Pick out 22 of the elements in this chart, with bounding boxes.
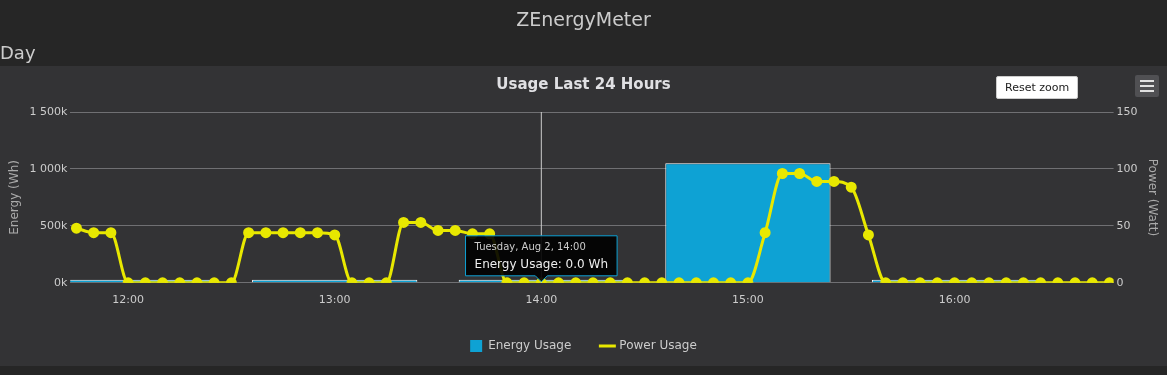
text: ZEnergyMeter	[515, 8, 652, 30]
x-tick-label: 12:00	[112, 293, 144, 307]
legend-label: Energy Usage	[488, 338, 572, 353]
x-tick-label: 14:00	[525, 293, 558, 307]
y-tick-label: 1 000k	[29, 161, 68, 175]
annotation: Tuesday, Aug 2, 14:00 Energy Usage: 0.0 Wh	[473, 241, 608, 271]
y2-tick-label: 50	[1116, 218, 1131, 232]
y-tick-label: 500k	[39, 218, 68, 232]
text: Day	[0, 42, 36, 63]
x-tick-label: 16:00	[938, 293, 971, 307]
y-tick-label: 0k	[53, 275, 68, 289]
x-tick-label: 13:00	[318, 293, 351, 307]
text: Reset zoom	[996, 76, 1079, 99]
y2-axis-title: Power (Watt)	[1145, 158, 1160, 237]
y-tick-label: 1 500k	[29, 104, 68, 118]
chart-title: Usage Last 24 Hours	[496, 74, 671, 93]
y2-tick-label: 100	[1116, 161, 1138, 175]
y-axis-title: Energy (Wh)	[7, 160, 22, 235]
x-tick-label: 15:00	[732, 293, 764, 307]
y2-tick-label: 0	[1116, 275, 1124, 289]
legend-label: Power Usage	[619, 338, 697, 353]
y2-tick-label: 150	[1116, 104, 1138, 118]
